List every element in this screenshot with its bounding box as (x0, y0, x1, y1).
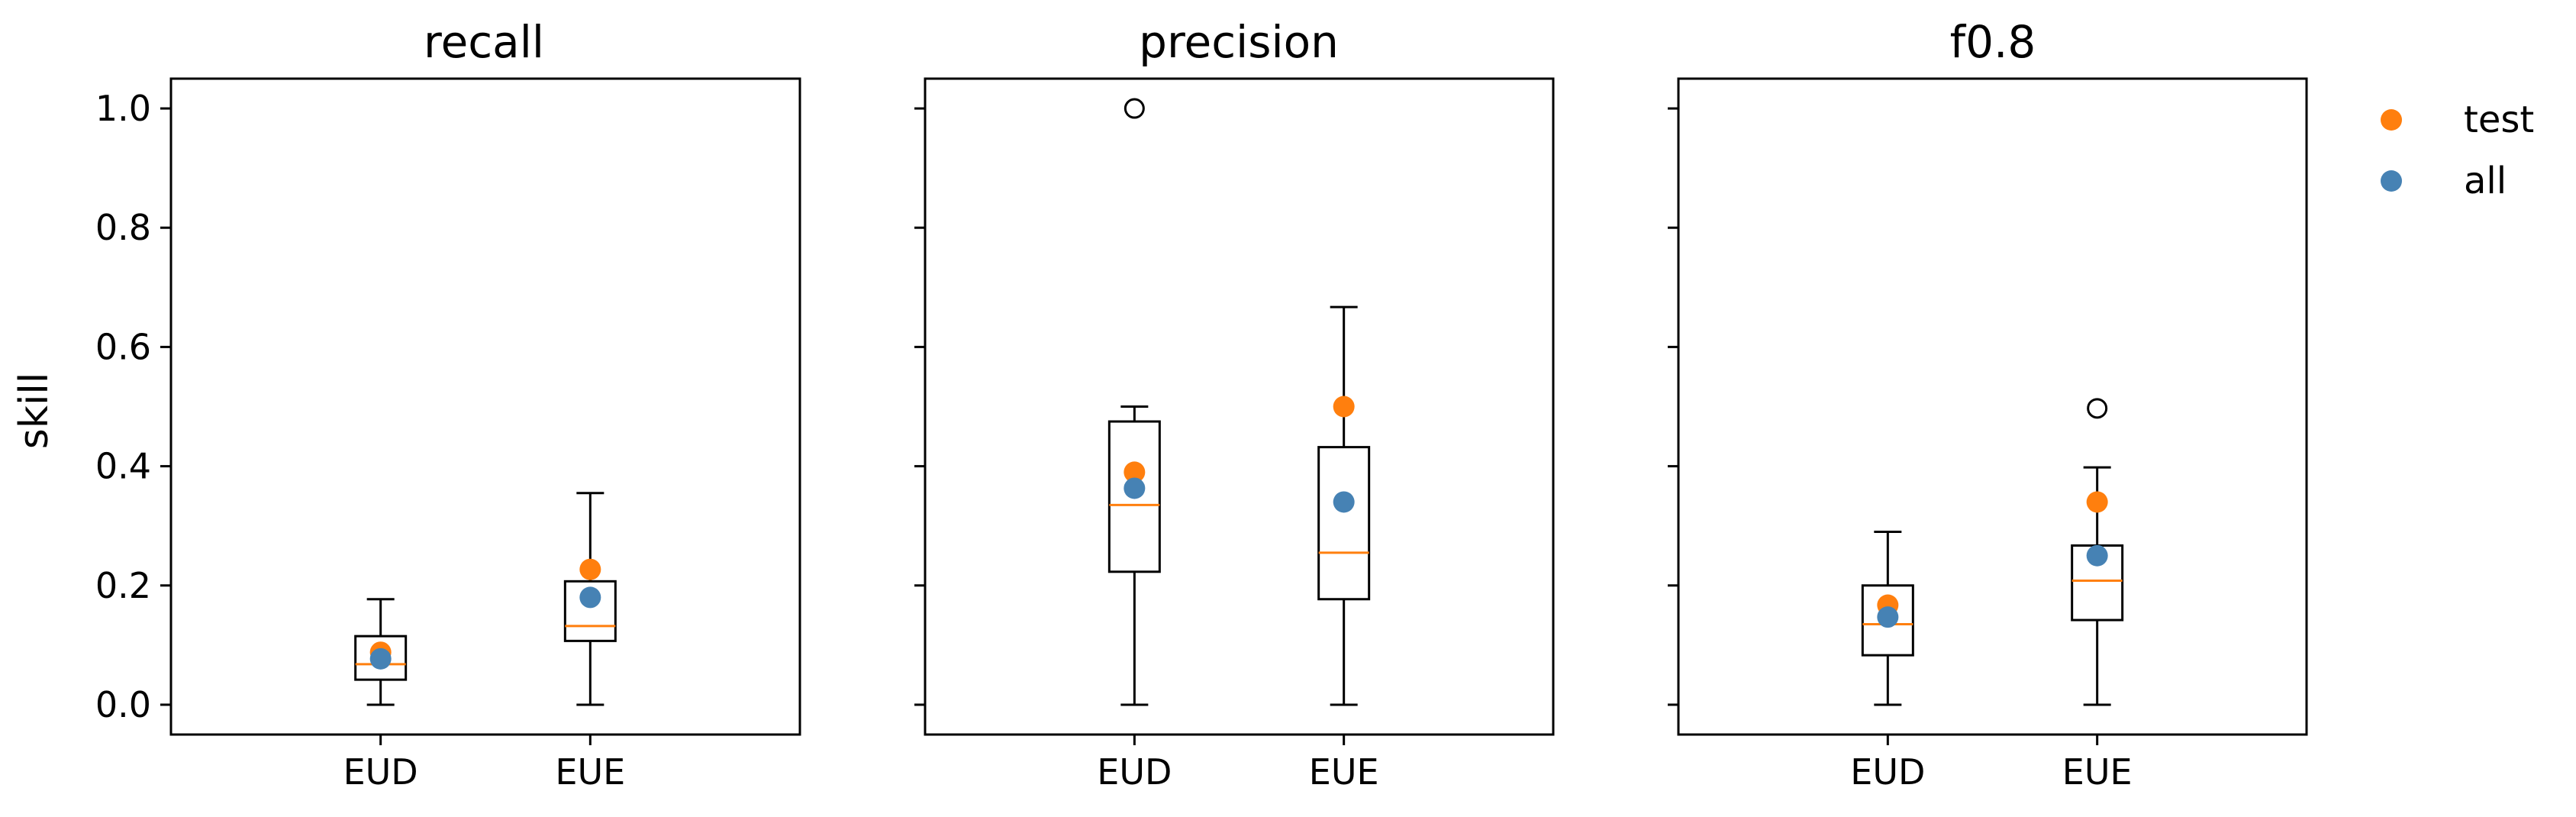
legend-marker-all (2381, 170, 2402, 192)
point-all (2086, 544, 2108, 567)
point-test (1333, 396, 1355, 418)
panel-precision: precision EUD EUE (914, 16, 1555, 793)
y-tick-label: 0.6 (95, 326, 151, 367)
point-test (1124, 461, 1146, 483)
plot-frame (924, 77, 1555, 736)
point-all (369, 647, 392, 670)
y-tick-label: 0.2 (95, 565, 151, 606)
y-tick-label: 0.0 (95, 684, 151, 725)
legend-marker-test (2381, 109, 2402, 131)
x-tick-label: EUE (1309, 751, 1379, 793)
x-tick-label: EUD (1850, 751, 1925, 793)
y-tick-label: 1.0 (95, 88, 151, 129)
legend-label-test: test (2464, 98, 2534, 141)
plot-frame (1677, 77, 2308, 736)
panel-title-precision: precision (1139, 16, 1339, 68)
x-tick-label: EUD (343, 751, 418, 793)
point-all (1333, 491, 1355, 513)
y-tick-label: 0.4 (95, 446, 151, 487)
point-all (579, 586, 601, 609)
y-tick-label: 0.8 (95, 207, 151, 248)
point-all (1124, 477, 1146, 499)
panel-f0.8: f0.8 EUD EUE (1668, 16, 2308, 793)
panel-title-recall: recall (424, 16, 544, 68)
box-iqr (563, 580, 617, 642)
x-tick-label: EUE (555, 751, 625, 793)
point-test (579, 558, 601, 580)
point-test (2086, 491, 2108, 513)
legend-label-all: all (2464, 160, 2507, 202)
box-iqr (1861, 584, 1914, 657)
boxplot-EUD (1861, 530, 1914, 706)
outlier-point (1124, 98, 1145, 119)
x-tick-label: EUE (2062, 751, 2133, 793)
panel-recall: recall 0.0 0.2 0.4 0.6 0.8 1.0 EUD EUE (95, 16, 801, 793)
panel-title-f0.8: f0.8 (1950, 16, 2036, 68)
outlier-point (2087, 398, 2108, 419)
plot-frame (169, 77, 801, 736)
y-axis-label: skill (11, 373, 57, 450)
legend: test all (2381, 98, 2534, 202)
boxplot-EUD (1107, 98, 1161, 706)
boxplot-EUE (1317, 305, 1371, 706)
box-iqr (354, 635, 408, 681)
box-iqr (1317, 446, 1371, 601)
point-all (1877, 606, 1899, 628)
box-iqr (1107, 420, 1161, 573)
x-tick-label: EUD (1097, 751, 1172, 793)
